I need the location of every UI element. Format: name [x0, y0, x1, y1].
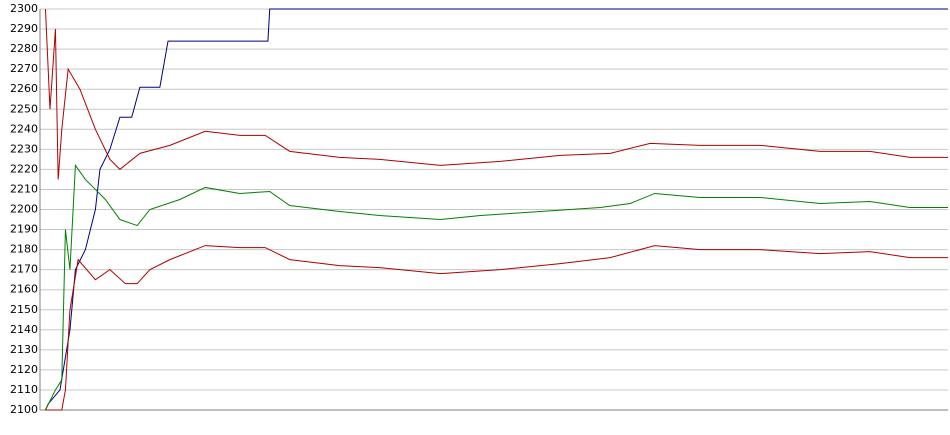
y-tick-label: 2190: [10, 223, 38, 236]
y-tick-label: 2130: [10, 343, 38, 356]
y-tick-label: 2100: [10, 403, 38, 416]
y-tick-label: 2290: [10, 22, 38, 35]
y-tick-label: 2120: [10, 363, 38, 376]
y-tick-label: 2160: [10, 283, 38, 296]
series-line: [44, 8, 948, 180]
y-tick-label: 2270: [10, 62, 38, 75]
y-tick-label: 2200: [10, 203, 38, 216]
y-tick-label: 2180: [10, 243, 38, 256]
y-tick-label: 2300: [10, 2, 38, 15]
y-tick-label: 2210: [10, 182, 38, 195]
y-tick-label: 2110: [10, 383, 38, 396]
y-tick-label: 2250: [10, 102, 38, 115]
y-tick-label: 2280: [10, 42, 38, 55]
y-tick-label: 2230: [10, 142, 38, 155]
y-tick-label: 2170: [10, 263, 38, 276]
y-tick-label: 2260: [10, 82, 38, 95]
y-tick-label: 2140: [10, 323, 38, 336]
y-tick-label: 2240: [10, 122, 38, 135]
y-tick-label: 2220: [10, 162, 38, 175]
y-tick-label: 2150: [10, 303, 38, 316]
series-line: [45, 245, 948, 411]
series-line: [45, 163, 948, 411]
series-line: [44, 8, 948, 411]
